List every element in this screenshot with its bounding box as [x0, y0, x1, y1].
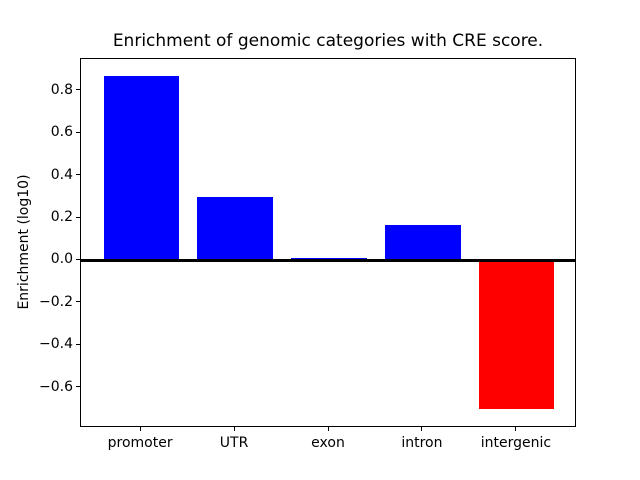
- y-tick-mark: [76, 343, 80, 345]
- y-tick-label: −0.6: [39, 378, 73, 395]
- y-tick-label: 0.4: [50, 166, 73, 183]
- y-tick-label: −0.4: [39, 336, 73, 353]
- bar-UTR: [197, 196, 273, 261]
- y-tick-label: 0.6: [50, 124, 73, 141]
- bars-layer: [81, 59, 575, 426]
- y-tick-label: 0.0: [50, 251, 73, 268]
- x-tick-mark: [515, 427, 517, 431]
- y-tick-mark: [76, 216, 80, 218]
- plot-area: [80, 58, 576, 427]
- y-tick-mark: [76, 174, 80, 176]
- x-tick-mark: [233, 427, 235, 431]
- x-tick-label-exon: exon: [311, 435, 345, 451]
- y-tick-mark: [76, 386, 80, 388]
- zero-line: [81, 258, 575, 262]
- bar-intergenic: [479, 260, 555, 409]
- chart-title: Enrichment of genomic categories with CR…: [112, 31, 544, 51]
- x-tick-label-intron: intron: [401, 435, 443, 451]
- y-tick-label: −0.2: [39, 293, 73, 310]
- y-tick-label: 0.2: [50, 209, 73, 226]
- x-tick-label-promoter: promoter: [107, 435, 173, 451]
- y-tick-mark: [76, 258, 80, 260]
- x-tick-mark: [139, 427, 141, 431]
- x-tick-mark: [327, 427, 329, 431]
- x-tick-mark: [421, 427, 423, 431]
- x-tick-label-UTR: UTR: [219, 435, 249, 451]
- y-tick-mark: [76, 89, 80, 91]
- y-tick-label: 0.8: [50, 81, 73, 98]
- bar-promoter: [103, 75, 179, 261]
- y-tick-mark: [76, 131, 80, 133]
- bar-intron: [385, 225, 461, 261]
- x-tick-label-intergenic: intergenic: [480, 435, 552, 451]
- y-tick-mark: [76, 301, 80, 303]
